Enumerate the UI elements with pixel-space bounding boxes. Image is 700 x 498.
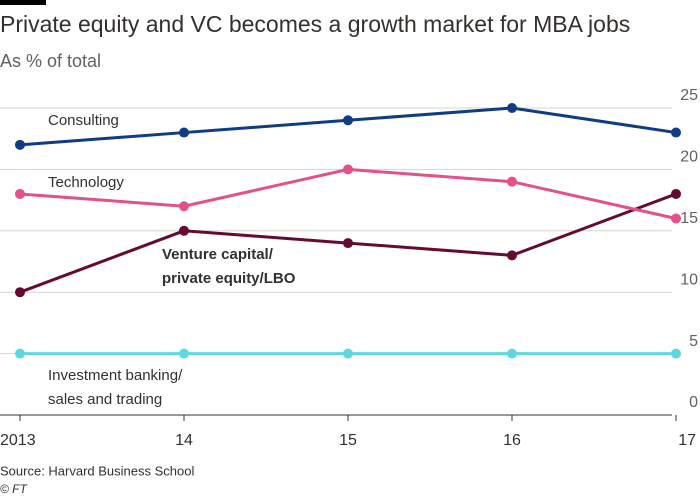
point: [179, 127, 189, 138]
x-tick-label: 17: [678, 432, 696, 449]
point: [671, 188, 681, 199]
point: [671, 127, 681, 138]
y-tick-label: 15: [680, 210, 698, 227]
brand-bar: [0, 0, 46, 5]
source: Source: Harvard Business School: [0, 463, 194, 478]
series-label: Consulting: [48, 112, 119, 129]
point: [179, 225, 189, 236]
point: [507, 176, 517, 187]
x-tick-label: 2013: [0, 432, 36, 449]
y-tick-label: 10: [680, 271, 698, 288]
y-tick-label: 25: [680, 87, 698, 104]
chart-title: Private equity and VC becomes a growth m…: [0, 11, 630, 37]
y-tick-label: 0: [689, 394, 698, 411]
point: [343, 238, 353, 249]
chart-subtitle: As % of total: [0, 51, 101, 71]
series-label: Venture capital/ private equity/LBO: [162, 246, 296, 287]
point: [507, 103, 517, 113]
y-tick-label: 5: [689, 333, 698, 350]
point: [15, 139, 25, 150]
point: [671, 213, 681, 224]
series-label: Technology: [48, 174, 124, 191]
point: [15, 188, 25, 199]
x-tick-label: 15: [339, 432, 357, 449]
y-tick-label: 20: [680, 149, 698, 166]
point: [343, 115, 353, 126]
point: [343, 348, 353, 359]
x-tick-label: 14: [175, 432, 193, 449]
point: [179, 201, 189, 212]
point: [15, 348, 25, 359]
series-label: Investment banking/ sales and trading: [48, 367, 183, 408]
point: [343, 164, 353, 175]
credit: © FT: [0, 482, 29, 496]
point: [507, 348, 517, 359]
point: [179, 348, 189, 359]
point: [15, 287, 25, 298]
x-tick-label: 16: [503, 432, 521, 449]
point: [671, 348, 681, 359]
point: [507, 250, 517, 261]
